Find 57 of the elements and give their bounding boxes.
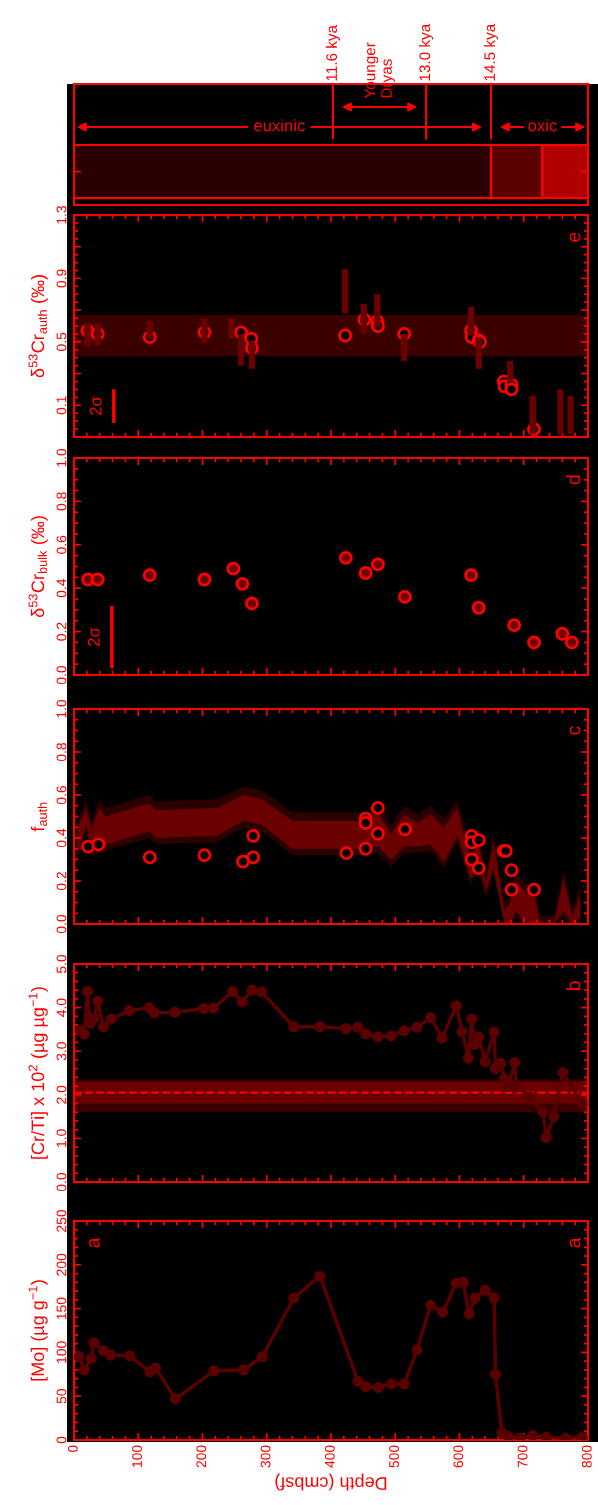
y-tick-label: 200 xyxy=(56,1253,67,1276)
y-tick-label: 0.0 xyxy=(56,914,67,934)
x-tick-label: 0 xyxy=(67,1445,78,1453)
x-axis-title: Depth (cmbsf) xyxy=(275,1473,387,1491)
annotation: d xyxy=(566,475,581,485)
y-tick-label: 0.4 xyxy=(56,578,67,598)
y-tick-label: 50 xyxy=(56,1389,67,1404)
y-tick-label: 1.0 xyxy=(56,1129,67,1147)
y-axis-title: [Cr/Ti] x 10$^{2}$ (µg µg$^{−1}$) xyxy=(28,987,48,1159)
x-tick-label: 600 xyxy=(453,1445,464,1468)
y-tick-label: 0.0 xyxy=(56,665,67,685)
annotation: b xyxy=(566,981,581,990)
y-tick-label: 0.9 xyxy=(56,269,67,288)
y-tick-label: 0.0 xyxy=(56,1172,67,1192)
annotation: 2σ xyxy=(89,396,102,416)
y-tick-label: 0.6 xyxy=(56,535,67,554)
text: oxic xyxy=(528,119,557,132)
y-tick-label: 2.0 xyxy=(56,1085,67,1104)
text: Younger Dryas xyxy=(364,42,395,99)
x-tick-label: 500 xyxy=(389,1445,399,1468)
x-tick-label: 300 xyxy=(260,1445,271,1468)
x-tick-label: 700 xyxy=(517,1445,528,1468)
y-tick-label: 1.0 xyxy=(56,448,67,467)
y-tick-label: 0.8 xyxy=(56,742,67,762)
y-tick-label: 1.3 xyxy=(56,205,67,224)
y-tick-label: 1.0 xyxy=(56,699,67,718)
annotation: a xyxy=(569,1237,581,1248)
y-axis-title: [Mo] (µg g$^{−1}$) xyxy=(28,1280,48,1381)
y-axis-title: δ$^{53}$Cr$_{bulk}$ (‰) xyxy=(28,516,48,618)
y-tick-label: 0.8 xyxy=(56,492,67,511)
ref-line-label: 13.0 kya xyxy=(418,23,434,81)
x-tick-label: 800 xyxy=(581,1445,592,1468)
y-tick-label: 0.5 xyxy=(56,332,67,351)
y-tick-label: 0.1 xyxy=(56,396,67,415)
annotation: a xyxy=(89,1237,100,1248)
ref-line-label: 11.6 kya xyxy=(325,24,341,81)
y-tick-label: 0.2 xyxy=(56,622,67,641)
ref-line-label: 14.5 kya xyxy=(483,23,499,81)
annotation: c xyxy=(569,726,581,735)
annotation: e xyxy=(569,232,581,242)
x-tick-label: 100 xyxy=(132,1445,142,1467)
text: euxinic xyxy=(254,119,305,132)
y-axis-title: f$_{auth}$ xyxy=(30,802,47,832)
y-tick-label: 0 xyxy=(56,1436,67,1444)
y-tick-label: 100 xyxy=(56,1341,67,1363)
y-tick-label: 3.0 xyxy=(56,1042,67,1061)
x-tick-label: 200 xyxy=(196,1445,207,1468)
y-tick-label: 250 xyxy=(56,1209,67,1232)
y-tick-label: 0.4 xyxy=(56,828,67,848)
y-tick-label: 4.0 xyxy=(56,998,67,1017)
x-tick-label: 400 xyxy=(324,1445,335,1468)
y-tick-label: 0.2 xyxy=(56,872,67,891)
y-axis-title: δ$^{53}$Cr$_{auth}$ (‰) xyxy=(28,275,48,378)
y-tick-label: 150 xyxy=(56,1297,67,1320)
y-tick-label: 0.6 xyxy=(56,785,67,805)
annotation: 2σ xyxy=(87,627,100,646)
y-tick-label: 5.0 xyxy=(56,954,67,974)
